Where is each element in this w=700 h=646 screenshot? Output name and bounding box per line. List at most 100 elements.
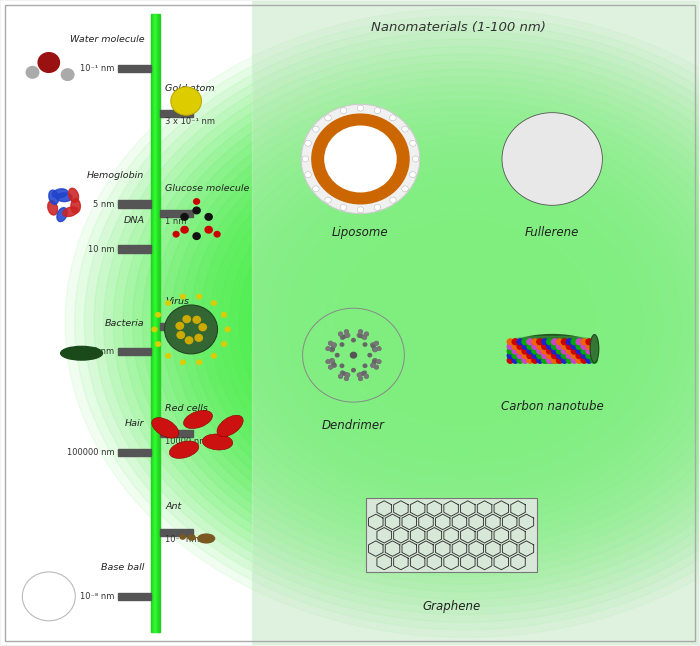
Circle shape bbox=[532, 344, 538, 349]
Circle shape bbox=[326, 347, 330, 350]
Text: Carbon nanotube: Carbon nanotube bbox=[500, 400, 603, 413]
Ellipse shape bbox=[307, 198, 624, 448]
Circle shape bbox=[181, 214, 188, 220]
Circle shape bbox=[325, 197, 331, 203]
Text: DNA: DNA bbox=[123, 216, 144, 225]
Circle shape bbox=[199, 324, 206, 331]
Circle shape bbox=[38, 53, 60, 72]
Circle shape bbox=[374, 366, 378, 369]
Circle shape bbox=[522, 344, 528, 349]
Circle shape bbox=[561, 357, 568, 363]
Ellipse shape bbox=[84, 24, 700, 622]
Circle shape bbox=[330, 347, 335, 350]
Ellipse shape bbox=[442, 304, 489, 342]
Circle shape bbox=[171, 87, 202, 115]
Circle shape bbox=[205, 214, 212, 220]
Circle shape bbox=[363, 336, 366, 339]
Circle shape bbox=[522, 357, 528, 363]
Circle shape bbox=[301, 104, 420, 214]
Circle shape bbox=[527, 339, 533, 345]
Circle shape bbox=[374, 342, 378, 345]
Circle shape bbox=[374, 366, 378, 369]
Circle shape bbox=[372, 347, 377, 350]
Circle shape bbox=[586, 348, 592, 354]
Text: Glucose molecule: Glucose molecule bbox=[165, 184, 250, 193]
Circle shape bbox=[527, 357, 533, 363]
Circle shape bbox=[365, 375, 368, 378]
Circle shape bbox=[312, 114, 409, 203]
Circle shape bbox=[374, 366, 378, 369]
Circle shape bbox=[547, 348, 553, 354]
Bar bbox=[160, 430, 193, 437]
Circle shape bbox=[341, 371, 344, 375]
Ellipse shape bbox=[152, 417, 178, 438]
Ellipse shape bbox=[513, 337, 592, 342]
Circle shape bbox=[152, 328, 157, 331]
Circle shape bbox=[341, 371, 344, 375]
Circle shape bbox=[358, 373, 361, 377]
Circle shape bbox=[542, 348, 548, 354]
Circle shape bbox=[193, 317, 200, 323]
Circle shape bbox=[365, 332, 368, 336]
Circle shape bbox=[542, 339, 548, 345]
Circle shape bbox=[532, 353, 538, 359]
Circle shape bbox=[313, 186, 319, 192]
Circle shape bbox=[342, 372, 345, 375]
Ellipse shape bbox=[297, 191, 634, 455]
Circle shape bbox=[155, 313, 160, 317]
Circle shape bbox=[522, 348, 528, 354]
Ellipse shape bbox=[364, 244, 566, 402]
Circle shape bbox=[358, 334, 361, 337]
Circle shape bbox=[372, 360, 377, 363]
Bar bbox=[253, 1, 699, 645]
Circle shape bbox=[197, 360, 202, 364]
Circle shape bbox=[358, 377, 363, 380]
Circle shape bbox=[326, 360, 330, 363]
Circle shape bbox=[225, 328, 230, 331]
Ellipse shape bbox=[229, 138, 700, 508]
Circle shape bbox=[581, 339, 587, 345]
Ellipse shape bbox=[316, 206, 614, 440]
Circle shape bbox=[340, 204, 346, 211]
Text: Hemoglobin: Hemoglobin bbox=[87, 171, 144, 180]
Circle shape bbox=[581, 357, 587, 363]
Circle shape bbox=[377, 347, 381, 350]
Circle shape bbox=[365, 332, 368, 336]
Circle shape bbox=[340, 364, 344, 368]
Circle shape bbox=[332, 364, 336, 367]
Ellipse shape bbox=[287, 183, 643, 463]
Circle shape bbox=[542, 357, 548, 363]
Circle shape bbox=[332, 364, 336, 367]
Circle shape bbox=[537, 339, 543, 345]
Circle shape bbox=[357, 207, 364, 213]
Text: 3 x 10⁻¹ nm: 3 x 10⁻¹ nm bbox=[165, 117, 215, 126]
Ellipse shape bbox=[345, 229, 585, 417]
Circle shape bbox=[329, 366, 332, 369]
Circle shape bbox=[508, 344, 514, 349]
Circle shape bbox=[362, 372, 365, 375]
Circle shape bbox=[374, 342, 378, 345]
Circle shape bbox=[339, 332, 342, 336]
Circle shape bbox=[332, 343, 336, 346]
Circle shape bbox=[211, 301, 216, 306]
Circle shape bbox=[193, 233, 200, 240]
Circle shape bbox=[363, 371, 366, 375]
Circle shape bbox=[586, 339, 592, 345]
Ellipse shape bbox=[63, 207, 78, 216]
Bar bbox=[160, 323, 193, 329]
Circle shape bbox=[517, 353, 524, 359]
Text: Hair: Hair bbox=[125, 419, 144, 428]
Circle shape bbox=[410, 140, 416, 146]
Circle shape bbox=[402, 186, 408, 192]
Circle shape bbox=[576, 344, 582, 349]
Circle shape bbox=[566, 344, 573, 349]
Circle shape bbox=[552, 348, 558, 354]
Circle shape bbox=[341, 371, 344, 375]
Circle shape bbox=[186, 337, 192, 344]
Circle shape bbox=[547, 339, 553, 345]
Ellipse shape bbox=[69, 188, 78, 202]
Circle shape bbox=[412, 156, 419, 162]
Ellipse shape bbox=[162, 85, 700, 561]
Ellipse shape bbox=[509, 335, 596, 363]
Circle shape bbox=[351, 339, 356, 342]
